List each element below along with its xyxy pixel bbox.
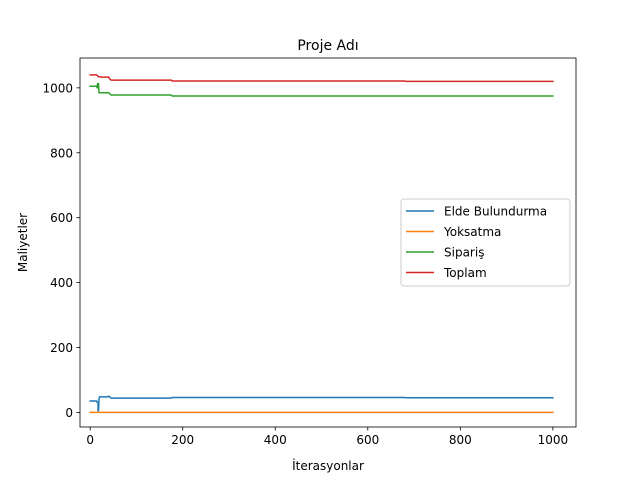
x-tick-label: 1000 — [538, 433, 569, 447]
series-line-3 — [89, 82, 554, 97]
y-tick-label: 400 — [50, 276, 73, 290]
x-tick-label: 0 — [86, 433, 94, 447]
chart-title: Proje Adı — [297, 38, 358, 54]
legend-items: Elde Bulundurma Yoksatma Sipariş Toplam — [406, 205, 547, 280]
y-axis-label: Maliyetler — [16, 213, 30, 272]
x-tick-label: 600 — [356, 433, 379, 447]
x-axis-ticks: 0 200 400 600 800 1000 — [86, 427, 568, 447]
legend: Elde Bulundurma Yoksatma Sipariş Toplam — [400, 198, 571, 287]
legend-box — [400, 198, 571, 287]
x-tick-label: 800 — [449, 433, 472, 447]
y-tick-label: 200 — [50, 341, 73, 355]
y-tick-label: 1000 — [42, 81, 73, 95]
y-tick-label: 800 — [50, 146, 73, 160]
x-tick-label: 400 — [264, 433, 287, 447]
series-layer — [89, 74, 554, 414]
series-line-1 — [89, 395, 554, 412]
x-axis-label: İterasyonlar — [292, 458, 364, 473]
axes-frame — [79, 57, 577, 428]
y-tick-label: 0 — [65, 406, 73, 420]
y-axis-ticks: 0 200 400 600 800 1000 — [42, 81, 80, 420]
y-tick-label: 600 — [50, 211, 73, 225]
legend-label: Elde Bulundurma — [444, 205, 547, 219]
legend-label: Toplam — [443, 266, 487, 280]
series-line-4 — [89, 74, 554, 83]
legend-label: Sipariş — [444, 246, 484, 260]
legend-label: Yoksatma — [443, 225, 501, 239]
x-tick-label: 200 — [171, 433, 194, 447]
